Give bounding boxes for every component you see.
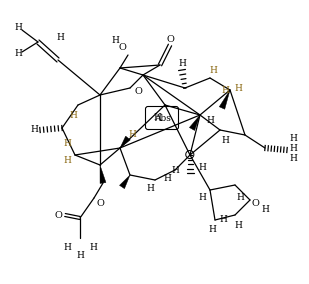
Text: O: O — [251, 199, 259, 208]
Text: H: H — [14, 22, 22, 32]
Text: H: H — [14, 49, 22, 57]
Text: H: H — [261, 206, 269, 214]
Polygon shape — [100, 165, 106, 183]
Text: H: H — [63, 243, 71, 252]
Text: O: O — [118, 43, 126, 51]
Text: H: H — [63, 156, 71, 164]
Text: H: H — [56, 32, 64, 41]
Text: H: H — [76, 250, 84, 260]
Text: O: O — [166, 34, 174, 43]
Text: H: H — [178, 59, 186, 68]
Text: H: H — [208, 225, 216, 235]
Text: O: O — [96, 199, 104, 208]
Polygon shape — [219, 90, 230, 109]
Text: H: H — [30, 124, 38, 133]
Text: H: H — [89, 243, 97, 252]
Text: H: H — [209, 66, 217, 74]
FancyBboxPatch shape — [146, 106, 179, 130]
Text: H: H — [234, 220, 242, 229]
Text: H: H — [146, 183, 154, 193]
Polygon shape — [120, 175, 130, 189]
Text: H: H — [206, 116, 214, 124]
Text: H: H — [171, 166, 179, 174]
Text: H: H — [236, 193, 244, 202]
Text: H: H — [289, 133, 297, 143]
Text: H: H — [221, 135, 229, 145]
Polygon shape — [120, 136, 130, 148]
Text: H: H — [163, 174, 171, 183]
Text: O: O — [134, 87, 142, 95]
Text: H: H — [219, 216, 227, 224]
Text: H: H — [111, 36, 119, 45]
Text: H: H — [69, 110, 77, 120]
Text: Abs: Abs — [154, 114, 171, 122]
Text: H: H — [128, 130, 136, 139]
Polygon shape — [189, 115, 200, 130]
Text: H: H — [221, 85, 229, 95]
Text: O: O — [54, 210, 62, 220]
Text: H: H — [198, 162, 206, 172]
Text: H: H — [153, 112, 161, 122]
Text: ⊙: ⊙ — [184, 148, 196, 162]
Text: H: H — [234, 83, 242, 93]
Text: H: H — [63, 139, 71, 147]
Text: H: H — [289, 143, 297, 153]
Text: H: H — [198, 193, 206, 202]
Text: H: H — [289, 153, 297, 162]
